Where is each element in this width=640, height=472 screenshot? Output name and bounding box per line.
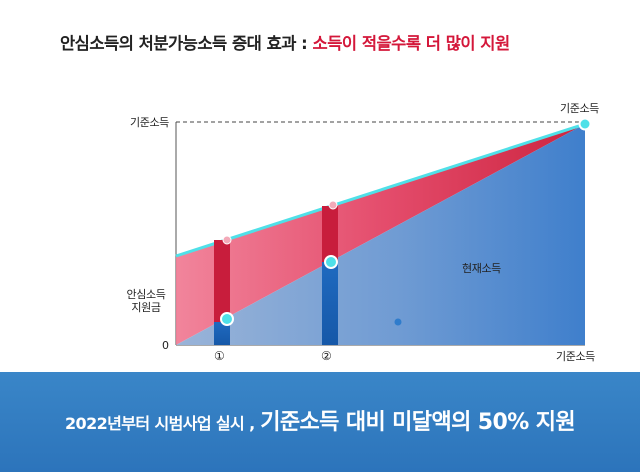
bar-1-support [214, 240, 230, 322]
footer-lead: 2022년부터 시범사업 실시 , [65, 414, 255, 433]
threshold-end-point [578, 117, 592, 131]
support-label-line-1: 안심소득 [126, 288, 166, 301]
bar-1-income [214, 322, 230, 345]
bar-1-top-point [222, 235, 232, 245]
bar-2-top-point [328, 200, 338, 210]
y-axis-top-label: 기준소득 [130, 116, 169, 129]
current-income-region [176, 124, 585, 345]
footer-text: 2022년부터 시범사업 실시 , 기준소득 대비 미달액의 50% 지원 [0, 404, 640, 436]
top-right-label: 기준소득 [560, 102, 599, 115]
marker-2: ② [321, 349, 332, 363]
y-axis-zero-label: 0 [162, 339, 169, 352]
diagram-graphic [175, 117, 592, 346]
bar-2-support [322, 206, 338, 262]
headline-emphasis: 소득이 적을수록 더 많이 지원 [312, 34, 511, 53]
support-label-line-2: 지원금 [131, 301, 161, 314]
footer-banner: 2022년부터 시범사업 실시 , 기준소득 대비 미달액의 50% 지원 [0, 372, 640, 472]
bar-2-income-point [324, 255, 338, 269]
bar-2-income [322, 262, 338, 345]
x-axis-end-label: 기준소득 [556, 350, 595, 363]
marker-1: ① [214, 349, 225, 363]
sample-dot [394, 318, 402, 326]
income-diagram: 기준소득 안심소득 지원금 0 ① ② 기준소득 기준소득 현재소득 [120, 102, 600, 363]
headline: 안심소득의 처분가능소득 증대 효과 : 소득이 적을수록 더 많이 지원 [60, 30, 620, 54]
current-income-label: 현재소득 [462, 262, 501, 275]
disposable-income-line [175, 122, 586, 258]
footer-main: 기준소득 대비 미달액의 50% 지원 [260, 410, 575, 435]
bar-1-income-point [220, 312, 234, 326]
y-axis-support-label: 안심소득 지원금 [120, 288, 172, 314]
headline-lead: 안심소득의 처분가능소득 증대 효과 : [60, 34, 308, 53]
